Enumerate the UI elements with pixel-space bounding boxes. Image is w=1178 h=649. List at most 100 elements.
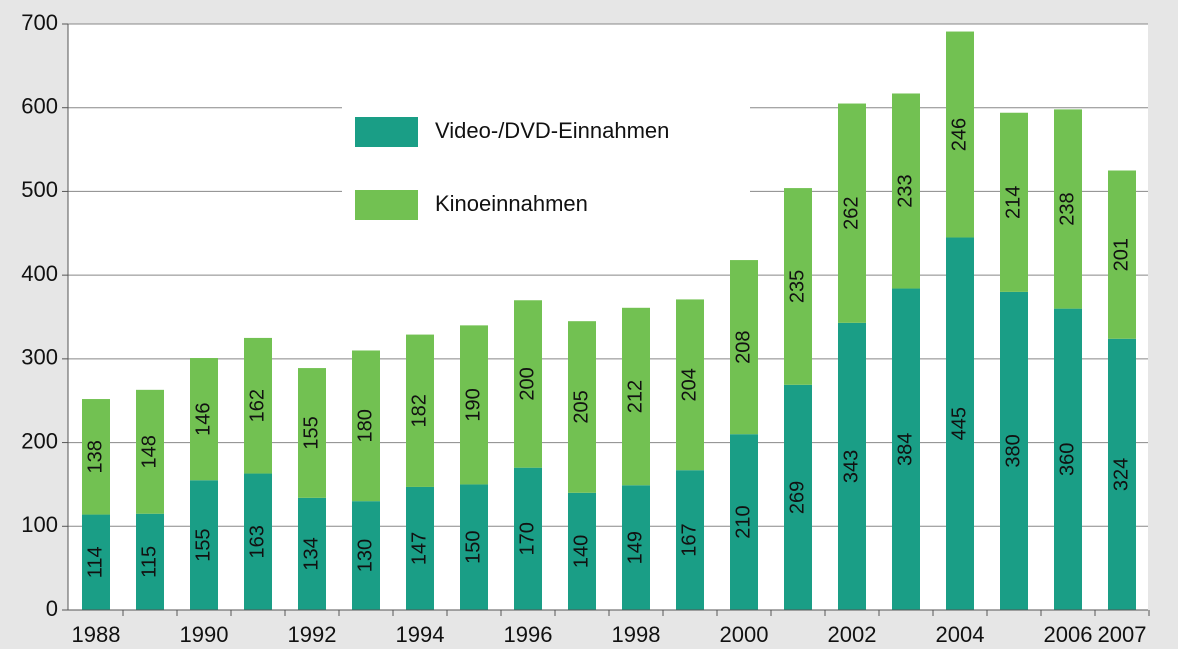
y-tick-label: 700 [21, 10, 58, 35]
data-label: 140 [570, 535, 592, 568]
y-tick-label: 600 [21, 94, 58, 119]
x-tick-label: 1996 [504, 622, 553, 647]
x-tick-label: 2007 [1098, 622, 1147, 647]
data-label: 147 [408, 532, 430, 565]
data-label: 138 [84, 440, 106, 473]
bar-segment [1108, 170, 1136, 339]
bar-segment [838, 103, 866, 323]
bar-segment [406, 334, 434, 487]
x-tick-label: 2002 [828, 622, 877, 647]
bar-segment [136, 389, 164, 514]
bar-segment [298, 497, 326, 610]
data-label: 204 [678, 368, 700, 401]
bar-segment [82, 514, 110, 610]
bar-segment [568, 321, 596, 493]
bar-segment [244, 473, 272, 610]
data-label: 182 [408, 394, 430, 427]
data-label: 134 [300, 537, 322, 570]
data-label: 170 [516, 522, 538, 555]
bar-segment [190, 480, 218, 610]
bar-segment [190, 358, 218, 481]
bar-segment [1054, 308, 1082, 610]
data-label: 233 [894, 174, 916, 207]
legend-label: Kinoeinnahmen [435, 191, 588, 216]
bar-segment [352, 350, 380, 502]
legend-label: Video-/DVD-Einnahmen [435, 118, 669, 143]
data-label: 155 [300, 416, 322, 449]
data-label: 343 [840, 450, 862, 483]
data-label: 163 [246, 525, 268, 558]
bar-segment [1000, 291, 1028, 610]
x-tick-label: 2000 [720, 622, 769, 647]
bar-segment [622, 307, 650, 486]
x-tick-label: 1992 [288, 622, 337, 647]
data-label: 262 [840, 197, 862, 230]
bar-segment [82, 399, 110, 515]
data-label: 200 [516, 367, 538, 400]
data-label: 149 [624, 531, 646, 564]
x-tick-label: 1998 [612, 622, 661, 647]
data-label: 201 [1110, 238, 1132, 271]
y-tick-label: 300 [21, 345, 58, 370]
bar-segment [298, 368, 326, 498]
bar-segment [136, 513, 164, 610]
bar-segment [352, 501, 380, 610]
bar-segment [784, 384, 812, 610]
data-label: 246 [948, 118, 970, 151]
bar-segment [892, 93, 920, 289]
data-label: 130 [354, 539, 376, 572]
bar-segment [676, 299, 704, 471]
x-tick-label: 1990 [180, 622, 229, 647]
data-label: 190 [462, 388, 484, 421]
data-label: 162 [246, 389, 268, 422]
y-tick-label: 400 [21, 261, 58, 286]
y-tick-label: 500 [21, 177, 58, 202]
data-label: 269 [786, 481, 808, 514]
bar-segment [514, 467, 542, 610]
data-label: 210 [732, 505, 754, 538]
bar-segment [460, 484, 488, 610]
y-tick-label: 0 [46, 596, 58, 621]
bar-segment [1054, 109, 1082, 309]
bar-segment [946, 237, 974, 610]
data-label: 380 [1002, 434, 1024, 467]
x-tick-label: 2006 [1044, 622, 1093, 647]
bar-segment [514, 300, 542, 468]
data-label: 115 [138, 546, 160, 578]
data-label: 445 [948, 407, 970, 440]
bar-segment [784, 188, 812, 385]
x-tick-label: 1988 [72, 622, 121, 647]
data-label: 114 [84, 546, 106, 578]
bar-segment [406, 486, 434, 610]
bar-segment [460, 325, 488, 485]
data-label: 155 [192, 528, 214, 561]
data-label: 148 [138, 435, 160, 468]
data-label: 324 [1110, 458, 1132, 491]
bar-segment [622, 485, 650, 610]
data-label: 235 [786, 270, 808, 303]
y-tick-label: 200 [21, 428, 58, 453]
data-label: 360 [1056, 443, 1078, 476]
y-tick-label: 100 [21, 512, 58, 537]
bar-segment [1108, 338, 1136, 610]
bar-segment [676, 470, 704, 610]
data-label: 208 [732, 330, 754, 363]
bar-segment [892, 288, 920, 610]
data-label: 180 [354, 409, 376, 442]
bar-segment [244, 337, 272, 474]
data-label: 384 [894, 433, 916, 466]
legend-swatch [355, 117, 418, 147]
x-tick-label: 1994 [396, 622, 445, 647]
data-label: 150 [462, 531, 484, 564]
data-label: 212 [624, 380, 646, 413]
bar-segment [946, 31, 974, 238]
x-tick-label: 2004 [936, 622, 985, 647]
bar-segment [1000, 112, 1028, 292]
bar-segment [730, 434, 758, 610]
data-label: 205 [570, 390, 592, 423]
data-label: 214 [1002, 186, 1024, 219]
data-label: 167 [678, 523, 700, 556]
bar-segment [568, 492, 596, 610]
bar-segment [730, 260, 758, 435]
